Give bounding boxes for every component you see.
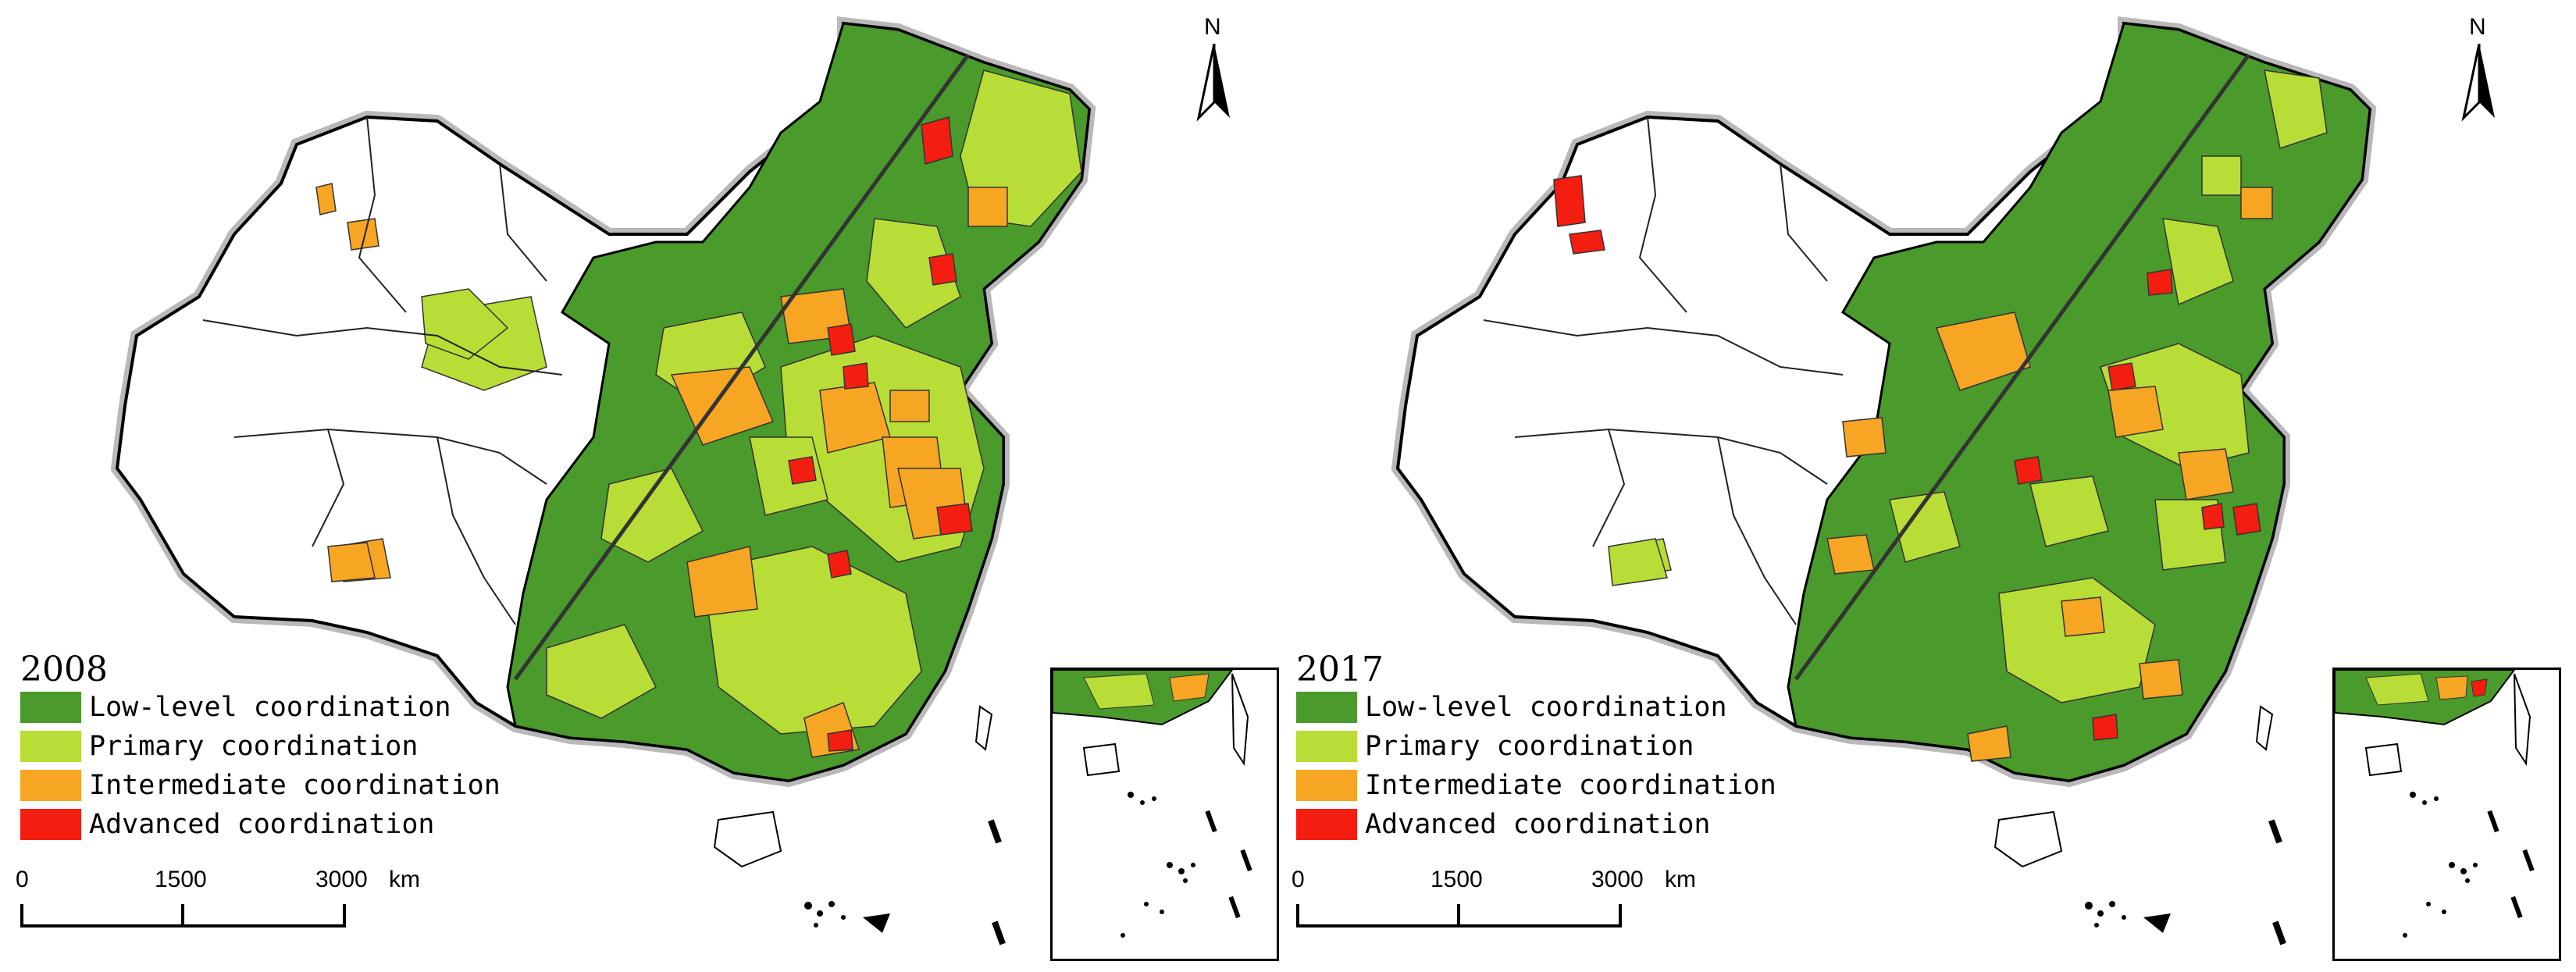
west-intermediate-patch-2 [315, 183, 337, 215]
scale-tick-0: 0 [1292, 867, 1305, 892]
legend-swatch-low [1296, 692, 1357, 723]
legend-swatch-intermediate [1296, 770, 1357, 801]
scale-bar-2017: 0 1500 3000 km [1292, 867, 1733, 937]
legend-swatch-low [20, 692, 81, 723]
legend-label-low: Low-level coordination [1365, 692, 1727, 723]
legend-item-advanced: Advanced coordination [20, 807, 435, 842]
legend-swatch-advanced [1296, 809, 1357, 840]
legend-year: 2017 [1296, 650, 1384, 689]
legend-item-advanced: Advanced coordination [1296, 807, 1711, 842]
legend-item-low: Low-level coordination [20, 690, 451, 725]
hainan-island [1993, 810, 2063, 868]
intermediate-patches [1826, 187, 2273, 762]
south-sea-islands [804, 819, 1006, 945]
legend-2017: 2017 Low-level coordination Primary coor… [1296, 650, 1796, 853]
hainan-island [713, 810, 782, 868]
legend-label-intermediate: Intermediate coordination [89, 770, 501, 801]
legend-label-advanced: Advanced coordination [1365, 809, 1711, 840]
south-china-sea-inset [1050, 668, 1279, 961]
west-intermediate-patch-3 [347, 218, 379, 251]
scale-tick-3000: 3000 [315, 867, 368, 892]
legend-swatch-advanced [20, 809, 81, 840]
scale-bar-2008: 0 1500 3000 km [16, 867, 458, 937]
legend-label-low: Low-level coordination [89, 692, 451, 723]
scale-tick-3000: 3000 [1591, 867, 1644, 892]
china-map-2008 [110, 16, 1096, 945]
west-intermediate-patch-1 [327, 542, 376, 582]
map-panel-2008: N 2008 Low-level coordination [0, 0, 1281, 972]
north-arrow: N [1195, 14, 1234, 122]
hu-line [513, 53, 971, 681]
map-panel-2017: N 2017 Low-level coordination [1281, 0, 2576, 972]
scale-tick-1500: 1500 [1431, 867, 1483, 892]
inset-map [2335, 670, 2535, 938]
legend-item-primary: Primary coordination [1296, 729, 1694, 764]
west-primary-patch [421, 288, 509, 360]
inset-map [1053, 670, 1252, 938]
province-lines [202, 116, 563, 625]
south-sea-islands [2085, 819, 2286, 945]
advanced-patches [1553, 175, 2261, 741]
taiwan-island [974, 705, 993, 751]
west-primary-patch [1608, 538, 1668, 586]
hu-line [1794, 53, 2251, 681]
north-arrow-icon [2461, 44, 2495, 122]
legend-label-intermediate: Intermediate coordination [1365, 770, 1776, 801]
south-china-sea-inset [2332, 668, 2561, 961]
scale-tick-1500: 1500 [155, 867, 207, 892]
legend-swatch-intermediate [20, 770, 81, 801]
legend-item-primary: Primary coordination [20, 729, 418, 764]
north-label: N [2469, 14, 2486, 40]
taiwan-island [2255, 705, 2274, 751]
north-arrow-icon [1196, 44, 1230, 122]
scale-tick-0: 0 [16, 867, 29, 892]
north-arrow: N [2460, 14, 2499, 122]
legend-label-primary: Primary coordination [1365, 731, 1694, 762]
legend-label-advanced: Advanced coordination [89, 809, 435, 840]
scale-unit: km [1665, 867, 1696, 892]
legend-item-low: Low-level coordination [1296, 690, 1727, 725]
legend-2008: 2008 Low-level coordination Primary coor… [20, 650, 520, 853]
east-region-low [1787, 22, 2371, 782]
advanced-patches [788, 116, 973, 752]
legend-item-intermediate: Intermediate coordination [20, 768, 501, 803]
north-label: N [1204, 14, 1221, 40]
scale-bar-line [1296, 904, 1622, 927]
legend-item-intermediate: Intermediate coordination [1296, 768, 1776, 803]
legend-year: 2008 [20, 650, 108, 689]
legend-swatch-primary [1296, 731, 1357, 762]
legend-label-primary: Primary coordination [89, 731, 419, 762]
scale-bar-line [20, 904, 346, 927]
province-lines [1483, 116, 1844, 625]
legend-swatch-primary [20, 731, 81, 762]
scale-unit: km [389, 867, 420, 892]
china-map-2017 [1391, 16, 2377, 945]
